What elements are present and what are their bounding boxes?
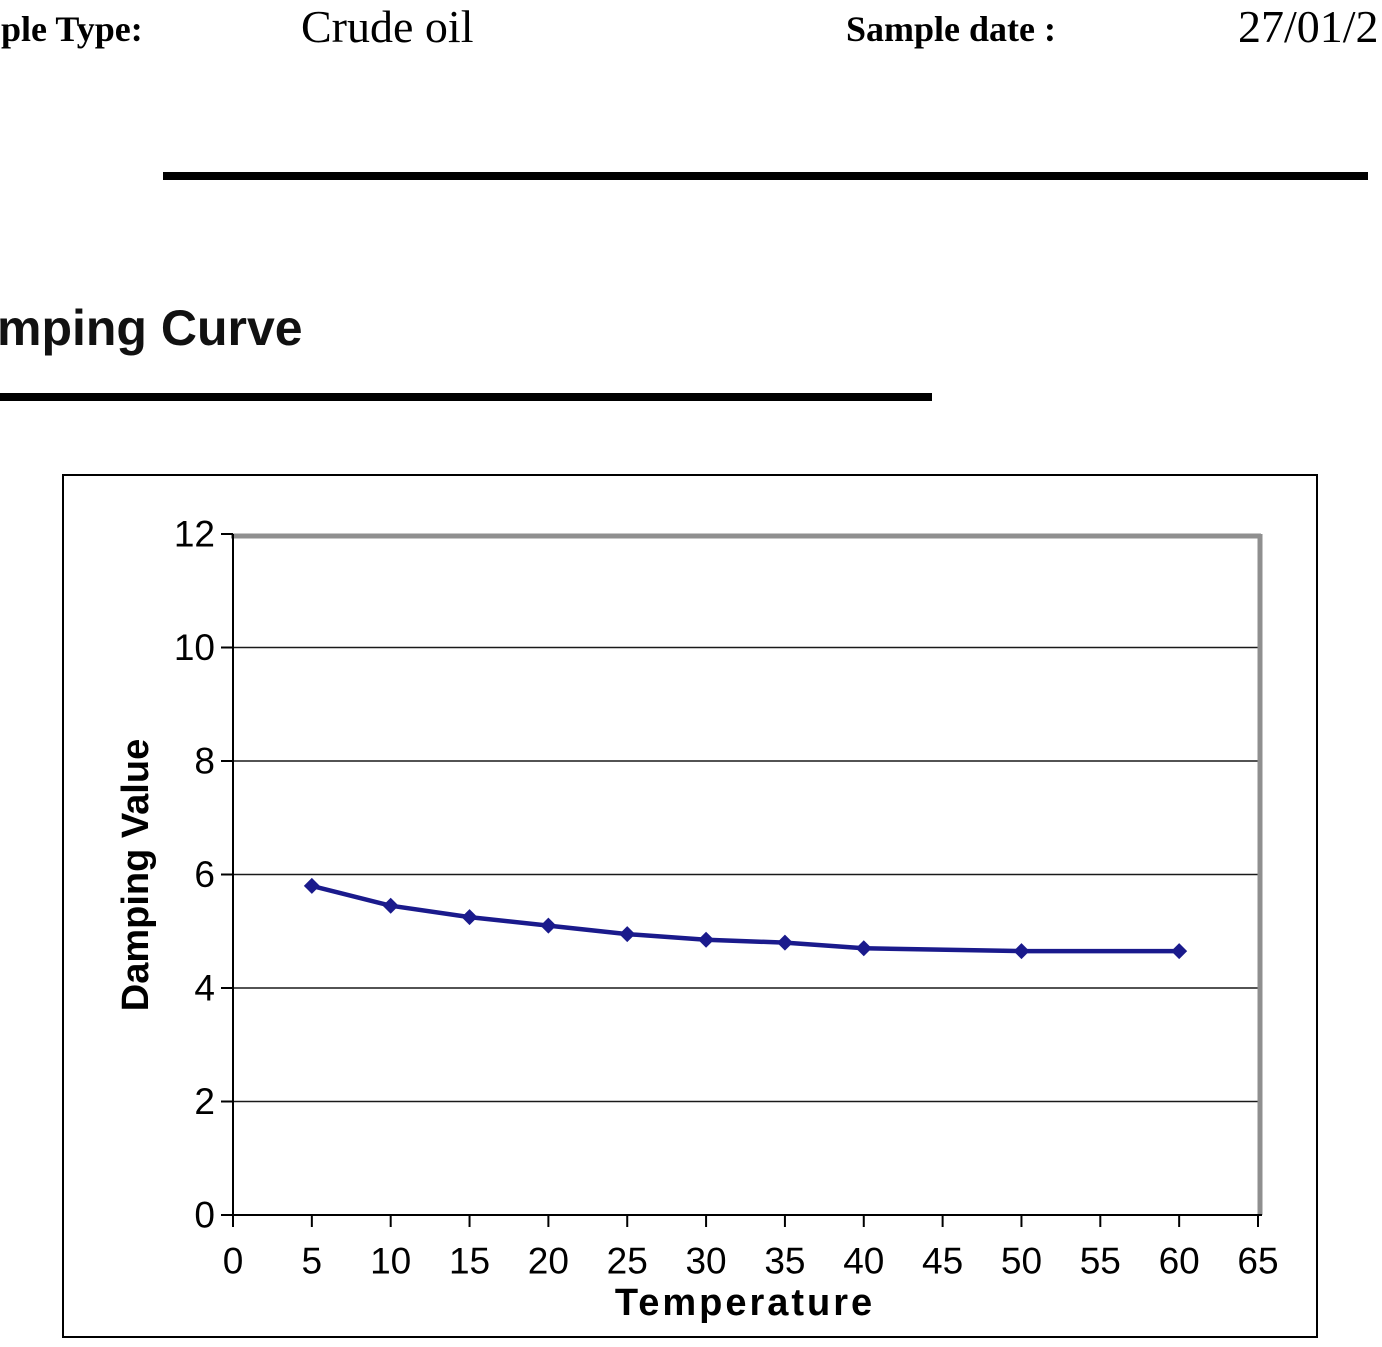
sample-date-label: Sample date : bbox=[846, 9, 1056, 49]
sample-date-value: 27/01/2 bbox=[1238, 1, 1379, 52]
header-divider-rule bbox=[163, 172, 1368, 180]
chart-frame bbox=[62, 474, 1318, 1338]
sample-type-label: ple Type: bbox=[1, 9, 143, 49]
sample-type-value: Crude oil bbox=[301, 1, 474, 52]
section-title-rule bbox=[0, 393, 932, 401]
section-title: mping Curve bbox=[0, 300, 303, 356]
